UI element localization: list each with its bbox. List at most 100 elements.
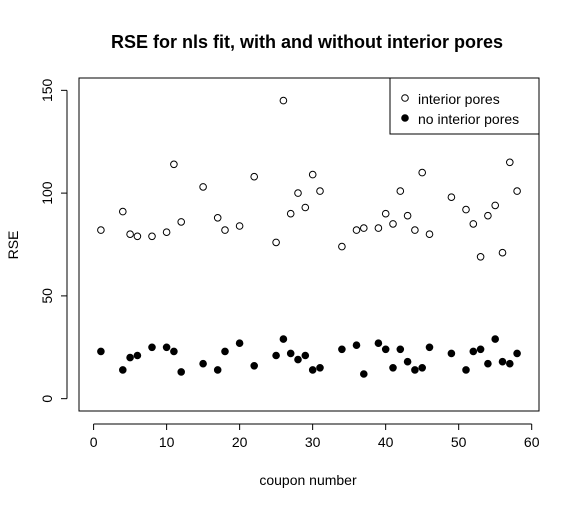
point-no-interior-pores — [425, 343, 434, 352]
point-no-interior-pores — [498, 357, 507, 366]
x-axis-label: coupon number — [259, 472, 357, 488]
point-no-interior-pores — [213, 366, 222, 374]
point-interior-pores — [272, 238, 280, 247]
point-no-interior-pores — [235, 339, 244, 348]
point-interior-pores — [389, 220, 397, 228]
point-interior-pores — [213, 214, 222, 222]
point-interior-pores — [374, 224, 383, 232]
series-no-interior-pores — [97, 335, 521, 378]
legend-marker-no-interior-pores — [401, 114, 409, 122]
point-interior-pores — [221, 226, 229, 234]
point-no-interior-pores — [272, 351, 280, 360]
point-no-interior-pores — [308, 366, 317, 374]
point-interior-pores — [148, 232, 156, 241]
x-tick-label: 30 — [305, 434, 321, 450]
point-interior-pores — [294, 189, 302, 197]
y-axis: 0 50 100 150 — [39, 78, 68, 403]
point-interior-pores — [491, 201, 500, 210]
y-tick-label: 100 — [39, 181, 55, 205]
point-interior-pores — [447, 193, 456, 201]
point-interior-pores — [286, 209, 295, 218]
point-no-interior-pores — [396, 345, 405, 354]
point-interior-pores — [513, 187, 521, 195]
point-no-interior-pores — [338, 345, 346, 354]
x-axis: 0 10 20 30 40 50 60 — [90, 423, 540, 450]
point-interior-pores — [301, 203, 310, 212]
y-tick-label: 50 — [39, 288, 55, 304]
legend-label-interior-pores: interior pores — [418, 91, 500, 107]
point-interior-pores — [338, 242, 346, 251]
y-axis-label: RSE — [5, 231, 21, 260]
x-tick-label: 60 — [524, 434, 540, 450]
point-interior-pores — [498, 248, 507, 257]
point-interior-pores — [199, 183, 207, 191]
x-tick-label: 0 — [90, 434, 98, 450]
series-interior-pores — [97, 96, 521, 261]
x-tick-label: 20 — [232, 434, 248, 450]
point-no-interior-pores — [126, 353, 134, 362]
point-interior-pores — [352, 226, 361, 234]
data-points — [97, 96, 521, 378]
point-no-interior-pores — [301, 351, 310, 360]
point-no-interior-pores — [469, 347, 478, 356]
point-interior-pores — [119, 207, 127, 216]
point-no-interior-pores — [286, 349, 295, 358]
point-no-interior-pores — [374, 339, 383, 348]
point-no-interior-pores — [484, 359, 492, 368]
point-no-interior-pores — [491, 335, 500, 343]
point-no-interior-pores — [462, 366, 470, 374]
point-interior-pores — [403, 211, 412, 220]
point-interior-pores — [411, 226, 419, 234]
point-interior-pores — [381, 209, 390, 218]
point-interior-pores — [250, 172, 258, 181]
point-interior-pores — [469, 220, 478, 228]
point-interior-pores — [396, 187, 405, 195]
point-no-interior-pores — [279, 335, 288, 343]
point-no-interior-pores — [221, 347, 229, 356]
point-no-interior-pores — [513, 349, 521, 358]
legend-box — [389, 77, 540, 135]
point-no-interior-pores — [294, 355, 302, 364]
point-no-interior-pores — [97, 347, 105, 356]
point-no-interior-pores — [148, 343, 156, 352]
legend-marker-interior-pores — [401, 94, 409, 102]
point-interior-pores — [126, 230, 134, 238]
point-no-interior-pores — [418, 364, 427, 372]
point-no-interior-pores — [389, 364, 397, 372]
point-no-interior-pores — [506, 359, 514, 368]
point-interior-pores — [316, 187, 324, 195]
point-no-interior-pores — [360, 370, 368, 378]
legend: interior pores no interior pores — [389, 77, 540, 135]
x-tick-label: 50 — [451, 434, 467, 450]
point-interior-pores — [97, 226, 105, 234]
point-no-interior-pores — [447, 349, 456, 358]
point-no-interior-pores — [177, 368, 185, 376]
x-tick-label: 40 — [378, 434, 394, 450]
chart-title: RSE for nls fit, with and without interi… — [111, 32, 503, 52]
y-tick-label: 0 — [39, 395, 55, 403]
point-interior-pores — [360, 224, 368, 232]
point-interior-pores — [462, 205, 470, 214]
point-interior-pores — [133, 232, 142, 241]
point-interior-pores — [235, 222, 244, 230]
point-no-interior-pores — [119, 366, 127, 374]
x-tick-label: 10 — [159, 434, 175, 450]
point-no-interior-pores — [411, 366, 419, 374]
point-no-interior-pores — [476, 345, 485, 354]
plot-frame — [78, 77, 540, 412]
point-interior-pores — [177, 218, 185, 226]
point-interior-pores — [418, 168, 427, 177]
point-no-interior-pores — [352, 341, 361, 350]
point-no-interior-pores — [250, 362, 258, 370]
point-interior-pores — [308, 170, 317, 179]
point-interior-pores — [162, 228, 171, 236]
point-interior-pores — [425, 230, 434, 238]
point-interior-pores — [279, 96, 288, 105]
point-no-interior-pores — [316, 364, 324, 372]
point-no-interior-pores — [403, 357, 412, 366]
y-tick-label: 150 — [39, 78, 55, 102]
point-no-interior-pores — [199, 359, 207, 368]
point-interior-pores — [484, 211, 492, 220]
point-no-interior-pores — [170, 347, 178, 356]
point-interior-pores — [476, 252, 485, 261]
